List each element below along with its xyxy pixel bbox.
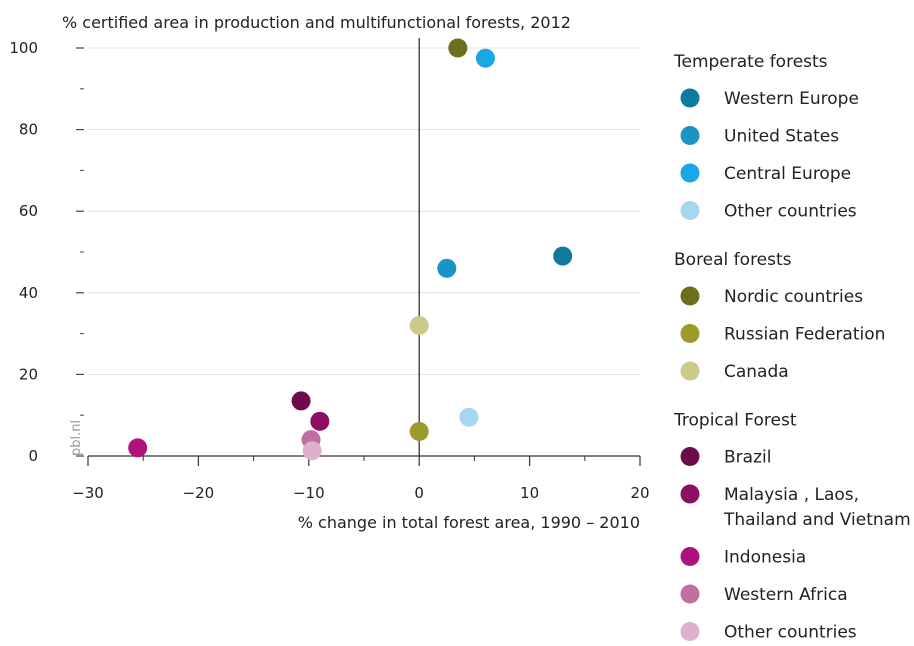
legend-marker	[680, 163, 700, 183]
legend-marker	[680, 88, 700, 108]
legend-marker	[680, 447, 700, 466]
data-point	[291, 391, 311, 411]
chart-title: % certified area in production and multi…	[62, 13, 571, 32]
y-tick-label: 60	[19, 202, 38, 220]
legend-marker	[680, 547, 700, 566]
legend-label: United States	[724, 127, 839, 147]
data-point	[448, 38, 468, 58]
legend-marker	[680, 622, 700, 641]
data-point	[310, 411, 330, 431]
legend-heading: Boreal forests	[674, 250, 792, 270]
x-tick-label: 0	[414, 484, 424, 502]
x-tick-label: −30	[72, 484, 104, 502]
data-point	[437, 258, 457, 278]
x-tick-label: 10	[520, 484, 539, 502]
legend-heading: Temperate forests	[673, 52, 828, 72]
legend-label: Russian Federation	[724, 325, 885, 345]
x-tick-label: −20	[183, 484, 215, 502]
legend-label: Other countries	[724, 202, 857, 222]
legend-label: Malaysia , Laos, Thailand and Vietnam	[723, 485, 911, 530]
data-point	[302, 441, 322, 461]
y-tick-label: 80	[19, 121, 38, 139]
y-tick-label: 100	[9, 39, 38, 57]
legend-label: Western Europe	[724, 89, 859, 109]
legend-marker	[680, 201, 700, 220]
legend-marker	[680, 584, 700, 604]
grid-lines	[88, 47, 640, 375]
axes: 0 20 40 60 80 100 −30 −20 −10 0 10 20	[9, 38, 650, 502]
legend-marker	[680, 361, 700, 381]
legend-marker	[680, 484, 700, 504]
x-tick-label: 20	[630, 484, 649, 502]
legend-marker	[680, 324, 700, 343]
legend-label: Nordic countries	[724, 287, 863, 307]
x-tick-label: −10	[293, 484, 325, 502]
legend-label: Central Europe	[724, 164, 851, 184]
data-point	[475, 48, 495, 68]
legend-label: Canada	[724, 362, 789, 382]
x-axis-label: % change in total forest area, 1990 – 20…	[298, 513, 640, 532]
y-tick-label: 0	[28, 447, 38, 465]
data-point	[128, 438, 148, 458]
legend-marker	[680, 286, 700, 306]
data-point	[459, 407, 479, 427]
legend-label: Indonesia	[724, 548, 806, 568]
legend: Temperate forests Western Europe United St…	[673, 52, 911, 643]
data-points	[128, 38, 573, 461]
data-point	[409, 315, 429, 335]
credit-label: pbl.nl	[69, 420, 84, 456]
data-point	[553, 246, 573, 266]
legend-marker	[680, 126, 700, 145]
legend-label: Brazil	[724, 448, 771, 468]
legend-heading: Tropical Forest	[673, 411, 797, 431]
legend-label: Western Africa	[724, 585, 848, 605]
y-tick-label: 20	[19, 365, 38, 383]
data-point	[409, 422, 429, 442]
y-tick-label: 40	[19, 284, 38, 302]
legend-label: Other countries	[724, 623, 857, 643]
